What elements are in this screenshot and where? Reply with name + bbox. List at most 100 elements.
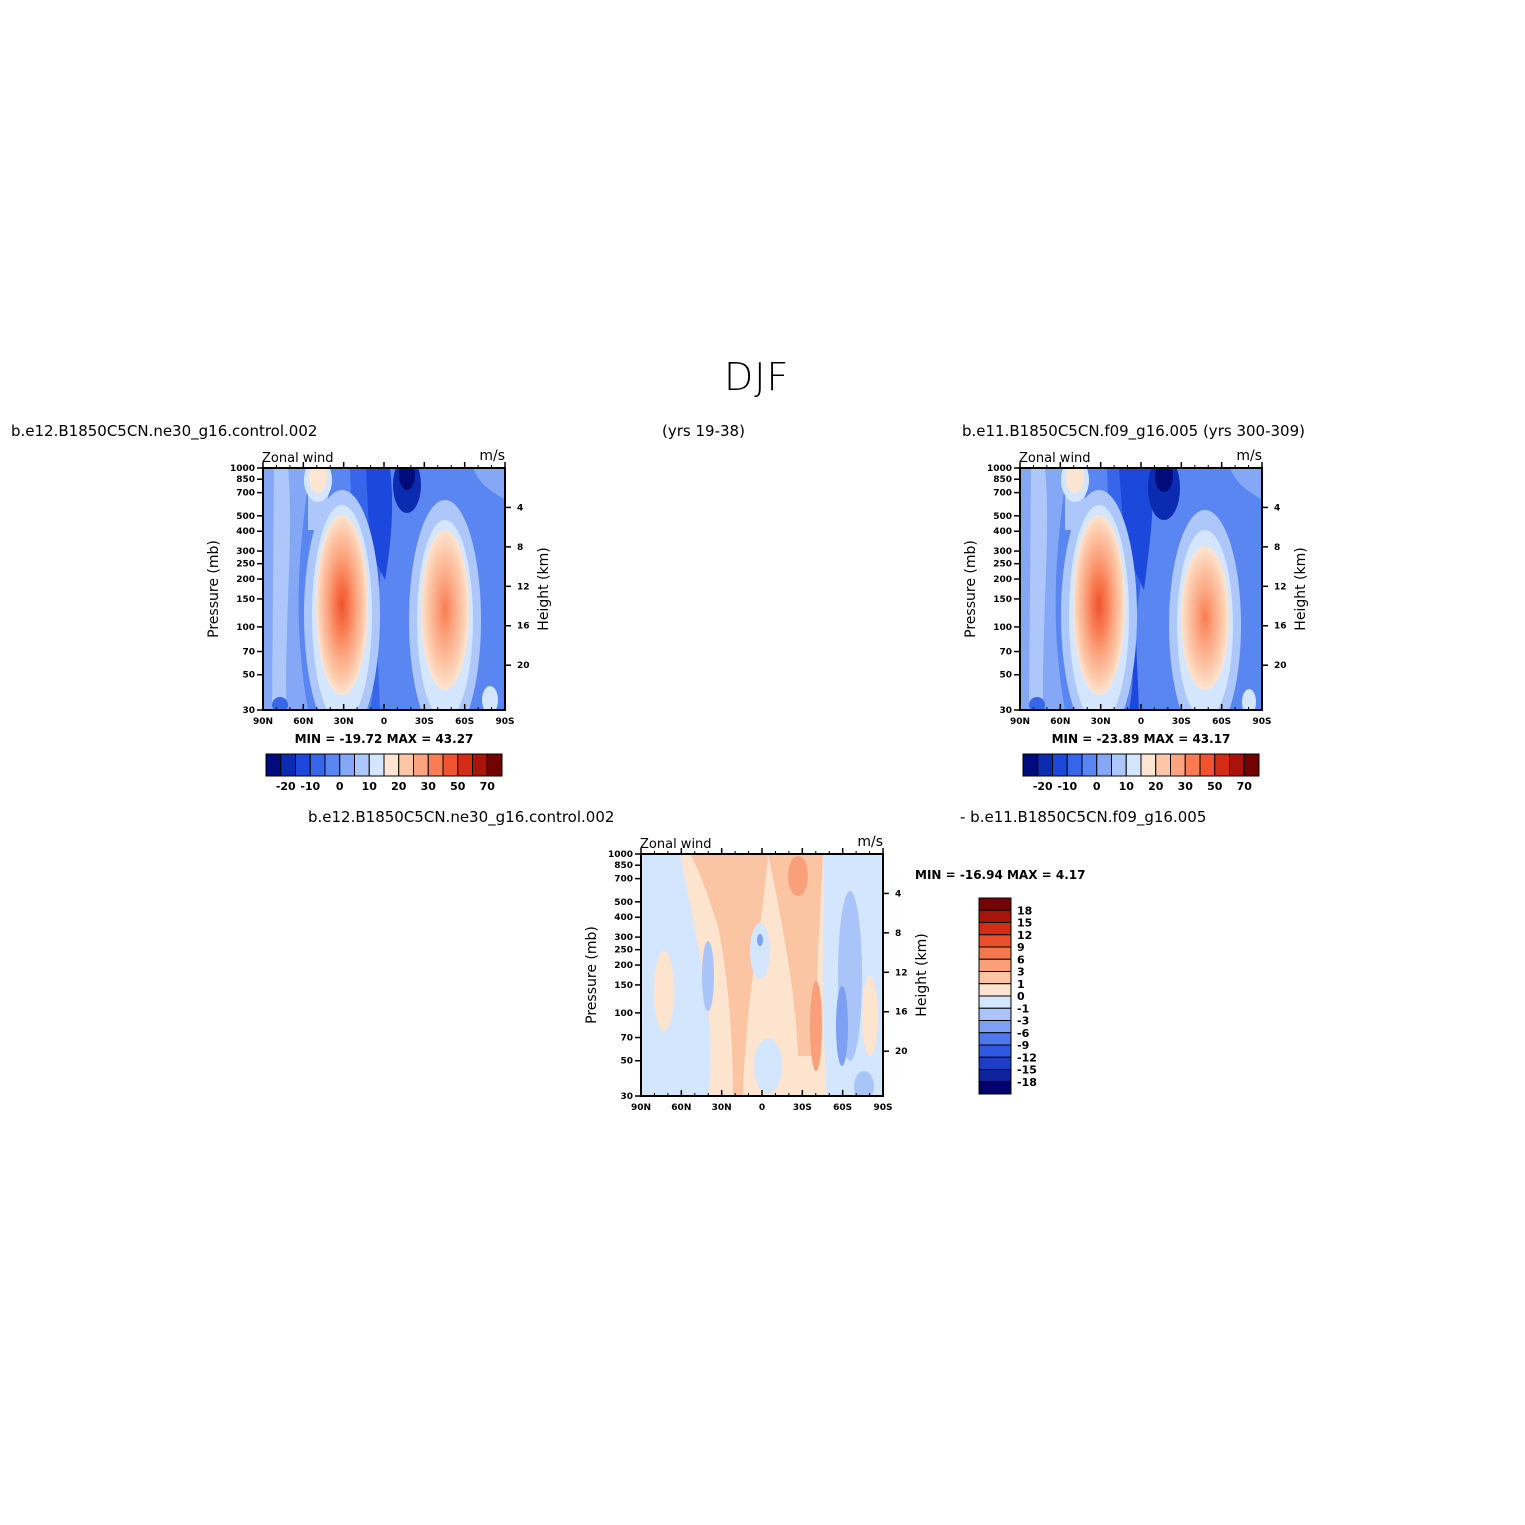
x-tick-label: 90S — [495, 717, 514, 727]
max-value: 4.17 — [1056, 868, 1086, 882]
y-tick-label: 150 — [993, 595, 1012, 605]
y-tick-label: 1000 — [230, 464, 255, 474]
x-tick-label: 90N — [631, 1103, 651, 1113]
years-label: (yrs 19-38) — [662, 422, 745, 440]
min-max-label: MIN = -16.94 MAX = 4.17 — [915, 868, 1085, 882]
y2-tick-label: 8 — [1274, 543, 1280, 553]
y2-tick-label: 20 — [895, 1047, 908, 1057]
x-tick-label: 90S — [873, 1103, 892, 1113]
colorbar-label: 6 — [1017, 953, 1025, 966]
y2-tick-label: 12 — [517, 582, 530, 592]
colorbar-swatch — [383, 753, 400, 777]
max-label: MAX = — [1007, 868, 1056, 882]
colorbar-label: 50 — [1207, 780, 1223, 793]
units-label: m/s — [479, 448, 505, 464]
y-tick-label: 500 — [614, 898, 633, 908]
min-max-label: MIN = -23.89 MAX = 43.17 — [1052, 732, 1231, 746]
colorbar-swatch — [1184, 753, 1201, 777]
colorbar-swatch — [1243, 753, 1260, 777]
colorbar-swatch — [978, 946, 1012, 960]
colorbar-swatch — [978, 1056, 1012, 1070]
colorbar-swatch — [978, 971, 1012, 985]
y2-tick-label: 12 — [1274, 582, 1287, 592]
y-axis-title: Pressure (mb) — [206, 540, 222, 638]
min-value: -19.72 — [339, 732, 386, 746]
colorbar-label: -10 — [1057, 780, 1077, 793]
colorbar-label: -12 — [1017, 1051, 1037, 1064]
colorbar-swatch — [1199, 753, 1216, 777]
y-tick-label: 850 — [236, 475, 255, 485]
colorbar-label: -10 — [300, 780, 320, 793]
colorbar-swatch — [1081, 753, 1098, 777]
y-tick-label: 300 — [993, 547, 1012, 557]
y-tick-label: 100 — [614, 1009, 633, 1019]
x-tick-label: 30S — [415, 717, 434, 727]
y-tick-label: 70 — [999, 648, 1012, 658]
min-value: -23.89 — [1096, 732, 1143, 746]
colorbar-label: -20 — [276, 780, 296, 793]
panel-f09: 90N 60N 30N 0 30S 60S 90S 30 50 70 100 150 200 250 300… — [963, 448, 1309, 746]
colorbar-label: -3 — [1017, 1015, 1029, 1028]
colorbar-label: 15 — [1017, 917, 1032, 930]
colorbar-label: -6 — [1017, 1027, 1030, 1040]
colorbar-swatch — [978, 1044, 1012, 1058]
axes: 90N 60N 30N 0 30S 60S 90S305070100150200250300… — [963, 448, 1309, 746]
y2-tick-label: 16 — [517, 622, 530, 632]
colorbar-label: 50 — [450, 780, 466, 793]
y2-axis-title: Height (km) — [1293, 547, 1309, 630]
colorbar-swatch — [472, 753, 488, 777]
colorbar-swatch — [280, 753, 296, 777]
y2-tick-label: 20 — [517, 661, 530, 671]
colorbar-label: 30 — [421, 780, 437, 793]
y-tick-label: 200 — [993, 575, 1012, 585]
y-tick-label: 70 — [620, 1034, 633, 1044]
diff-case-label-left: b.e12.B1850C5CN.ne30_g16.control.002 — [308, 808, 615, 826]
colorbar-label: 9 — [1017, 941, 1025, 954]
colorbar-label: 10 — [1119, 780, 1135, 793]
colorbar-swatch — [368, 753, 385, 777]
colorbar-swatch — [1096, 753, 1112, 777]
colorbar-label: -9 — [1017, 1039, 1029, 1052]
contour-field — [641, 854, 883, 1096]
colorbar-swatch — [978, 1020, 1012, 1034]
colorbar-swatch — [978, 995, 1012, 1009]
colorbar-label: 20 — [391, 780, 407, 793]
y2-tick-label: 8 — [517, 543, 523, 553]
max-label: MAX = — [1144, 732, 1193, 746]
units-label: m/s — [1236, 448, 1262, 464]
y-tick-label: 30 — [242, 706, 255, 716]
max-label: MAX = — [387, 732, 436, 746]
x-tick-label: 0 — [1138, 717, 1144, 727]
colorbar-label: 1 — [1017, 978, 1025, 991]
field-label: Zonal wind — [262, 451, 334, 466]
y-tick-label: 250 — [236, 560, 255, 570]
y-tick-label: 1000 — [987, 464, 1012, 474]
axes: 90N 60N 30N 0 30S 60S 90S305070100150200250300… — [584, 834, 1085, 1113]
colorbar-swatch — [1140, 753, 1157, 777]
colorbar-swatch — [978, 909, 1012, 923]
y-tick-label: 30 — [999, 706, 1012, 716]
max-value: 43.17 — [1192, 732, 1230, 746]
colorbar-label: 3 — [1017, 966, 1025, 979]
y-tick-label: 250 — [614, 946, 633, 956]
colorbar-label: 30 — [1178, 780, 1194, 793]
y2-tick-label: 16 — [1274, 622, 1287, 632]
x-tick-label: 60S — [833, 1103, 852, 1113]
y-tick-label: 50 — [999, 671, 1012, 681]
colorbar-swatch — [978, 983, 1012, 997]
colorbar-swatch — [486, 753, 503, 777]
colorbar-swatch — [1037, 753, 1053, 777]
colorbar-label: 18 — [1017, 904, 1032, 917]
x-tick-label: 90S — [1252, 717, 1271, 727]
case-label-right: b.e11.B1850C5CN.f09_g16.005 (yrs 300-309… — [962, 422, 1305, 440]
y-tick-label: 700 — [614, 875, 633, 885]
y2-axis-title: Height (km) — [914, 933, 930, 1016]
colorbar-ne30: -20 -10 0 10 20 30 50 70 — [265, 753, 503, 793]
colorbar-label: -1 — [1017, 1002, 1029, 1015]
colorbar-swatch — [978, 1032, 1012, 1046]
y-tick-label: 30 — [620, 1092, 633, 1102]
contour-field — [1020, 468, 1262, 710]
max-value: 43.27 — [435, 732, 473, 746]
min-label: MIN = — [915, 868, 960, 882]
